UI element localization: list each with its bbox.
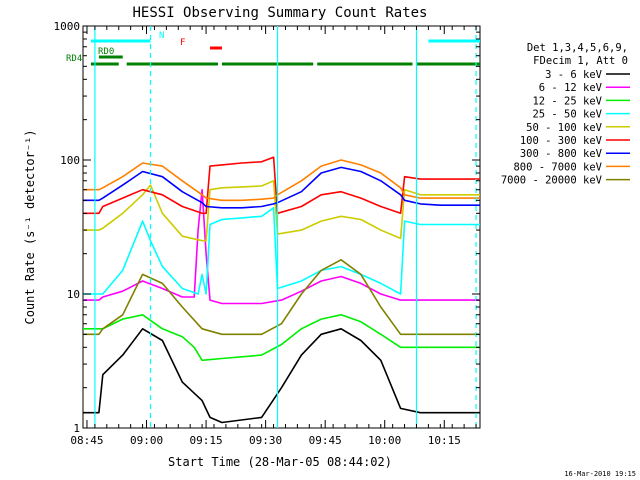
footer-timestamp: 16-Mar-2010 19:15 xyxy=(564,470,636,478)
legend-label-7000-20000-kev: 7000 - 20000 keV xyxy=(501,175,603,187)
legend-header-line-1: FDecim 1, Att 0 xyxy=(533,55,628,67)
series-line-50-100-kev xyxy=(83,180,480,242)
x-axis-label: Start Time (28-Mar-05 08:44:02) xyxy=(168,455,392,469)
legend-label-6-12-kev: 6 - 12 keV xyxy=(539,82,603,94)
legend-label-50-100-kev: 50 - 100 keV xyxy=(526,122,603,134)
legend-header-line-0: Det 1,3,4,5,6,9, xyxy=(527,42,628,54)
plot-frame xyxy=(82,25,481,429)
axis-ticks: 1 10 100 1000 08:45 09:00 09:15 09:30 09:45 10:00… xyxy=(54,20,480,447)
y-tick-label-100: 100 xyxy=(60,154,80,167)
series-line-7000-20000-kev xyxy=(83,258,480,336)
x-tick-label-09-00: 09:00 xyxy=(130,434,163,447)
series-layer xyxy=(83,156,480,424)
legend: Det 1,3,4,5,6,9,FDecim 1, Att 0 3 - 6 keV… xyxy=(501,42,630,187)
series-line-25-50-kev xyxy=(83,207,480,295)
legend-label-300-800-kev: 300 - 800 keV xyxy=(520,148,603,160)
flag-label-n: N xyxy=(159,31,164,41)
legend-label-800-7000-kev: 800 - 7000 keV xyxy=(513,161,602,173)
legend-label-3-6-kev: 3 - 6 keV xyxy=(545,69,603,81)
vertical-markers xyxy=(94,26,477,428)
y-axis-label: Count Rate (s⁻¹ detector⁻¹) xyxy=(23,129,37,324)
y-tick-label-1000: 1000 xyxy=(54,20,81,33)
series-line-3-6-kev xyxy=(83,327,480,424)
series-line-800-7000-kev xyxy=(83,159,480,202)
x-tick-label-08-45: 08:45 xyxy=(70,434,103,447)
flag-label-f: F xyxy=(180,38,185,48)
x-tick-label-09-30: 09:30 xyxy=(249,434,282,447)
series-line-12-25-kev xyxy=(83,313,480,362)
flag-label-rd0: RD0 xyxy=(98,47,114,57)
y-tick-label-1: 1 xyxy=(73,422,80,435)
legend-label-100-300-kev: 100 - 300 keV xyxy=(520,135,603,147)
legend-label-25-50-kev: 25 - 50 keV xyxy=(532,109,602,121)
flag-label-rd4: RD4 xyxy=(66,54,82,64)
x-tick-label-10-15: 10:15 xyxy=(428,434,461,447)
series-line-300-800-kev xyxy=(83,166,480,209)
x-tick-label-10-00: 10:00 xyxy=(368,434,401,447)
chart-title: HESSI Observing Summary Count Rates xyxy=(132,5,427,21)
series-line-100-300-kev xyxy=(83,156,480,215)
x-tick-label-09-45: 09:45 xyxy=(309,434,342,447)
y-tick-label-10: 10 xyxy=(67,288,80,301)
x-tick-label-09-15: 09:15 xyxy=(190,434,223,447)
flag-bars: N F RD0 RD4 xyxy=(66,31,480,66)
legend-label-12-25-kev: 12 - 25 keV xyxy=(532,95,602,107)
